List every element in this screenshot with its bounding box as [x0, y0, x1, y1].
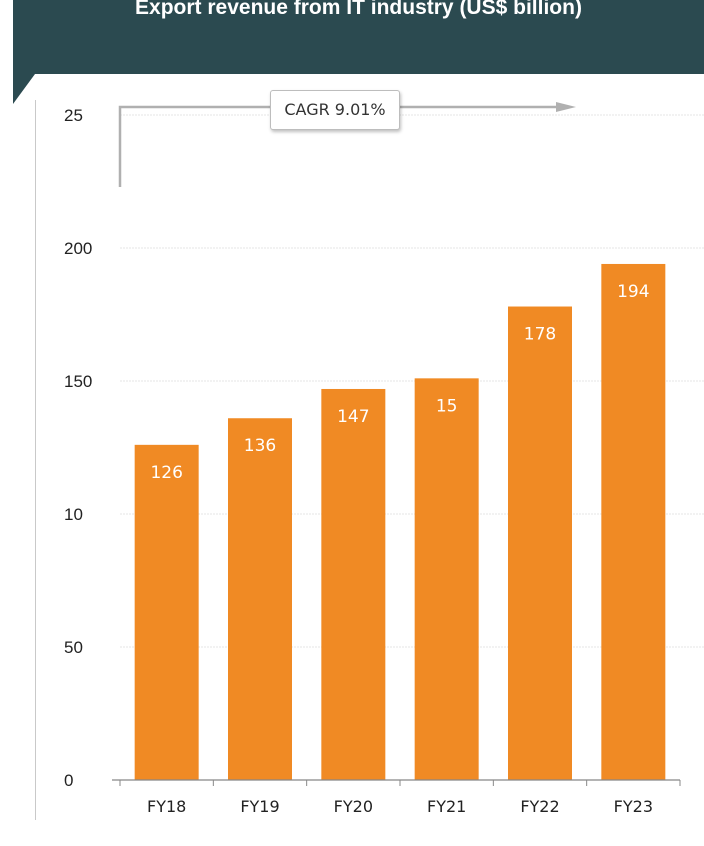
cagr-annotation: CAGR 9.01%: [270, 90, 400, 130]
bar-fy23: [601, 263, 666, 781]
chart-title: Export revenue from IT industry (US$ bil…: [135, 0, 582, 19]
x-tick-label: FY18: [147, 797, 186, 816]
x-tick-label: FY23: [614, 797, 653, 816]
x-tick-label: FY20: [334, 797, 373, 816]
x-tick-label: FY21: [427, 797, 466, 816]
data-label: 126: [150, 463, 182, 483]
left-border-rule: [35, 100, 36, 820]
y-tick-label: 200: [64, 239, 92, 258]
y-tick-label: 150: [64, 372, 92, 391]
bar-fy18: [134, 444, 199, 780]
cagr-arrow: [118, 102, 576, 187]
y-tick-label: 50: [64, 638, 83, 657]
bar-fy20: [321, 388, 386, 780]
bar-fy21: [414, 378, 479, 780]
x-tick-label: FY19: [240, 797, 279, 816]
data-label: 136: [244, 436, 276, 456]
y-tick-label: 10: [64, 505, 83, 524]
bar-fy19: [228, 418, 292, 780]
chart-title-band: Export revenue from IT industry (US$ bil…: [13, 0, 704, 74]
y-axis-ticks: 0 50 10 150 200 25: [64, 106, 92, 790]
y-tick-label: 0: [64, 771, 73, 790]
x-tick-label: FY22: [520, 797, 559, 816]
data-label: 15: [436, 396, 458, 416]
y-tick-label: 25: [64, 106, 83, 125]
title-band-notch: [13, 74, 35, 104]
data-label: 147: [337, 407, 369, 427]
arrowhead-icon: [556, 102, 576, 112]
data-labels: 126 136 147 15 178 194: [150, 282, 649, 483]
x-axis: FY18 FY19 FY20 FY21 FY22 FY23: [112, 779, 681, 816]
bar-fy22: [508, 306, 572, 780]
data-label: 194: [617, 282, 649, 302]
cagr-arrow-line: [118, 105, 560, 187]
data-label: 178: [524, 325, 556, 345]
bars: [134, 263, 666, 781]
